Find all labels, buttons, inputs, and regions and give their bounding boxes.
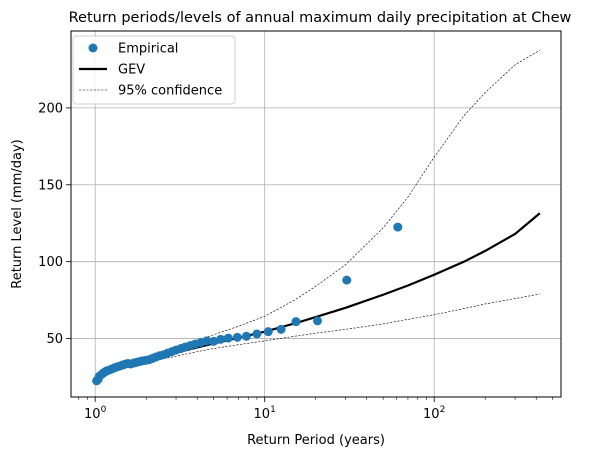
legend: Empirical GEV 95% confidence bbox=[73, 36, 235, 104]
chart-title: Return periods/levels of annual maximum … bbox=[69, 10, 572, 26]
empirical-point bbox=[242, 332, 251, 341]
y-tick-label: 50 bbox=[46, 332, 63, 347]
y-tick-label: 100 bbox=[38, 255, 63, 270]
empirical-point bbox=[233, 333, 242, 342]
chart: Return periods/levels of annual maximum … bbox=[0, 0, 613, 457]
legend-gev-label: GEV bbox=[118, 63, 145, 78]
empirical-point bbox=[342, 276, 351, 285]
empirical-point bbox=[313, 316, 322, 325]
y-axis-label: Return Level (mm/day) bbox=[10, 139, 25, 288]
empirical-point bbox=[393, 223, 402, 232]
empirical-point bbox=[291, 317, 300, 326]
chart-canvas: Return periods/levels of annual maximum … bbox=[0, 0, 613, 457]
x-axis-label: Return Period (years) bbox=[247, 433, 385, 448]
empirical-point bbox=[216, 335, 225, 344]
legend-empirical-marker bbox=[89, 44, 98, 53]
y-tick-label: 200 bbox=[38, 101, 63, 116]
empirical-point bbox=[252, 329, 261, 338]
legend-empirical-label: Empirical bbox=[118, 42, 178, 57]
empirical-point bbox=[277, 325, 286, 334]
empirical-point bbox=[224, 334, 233, 343]
legend-confidence-label: 95% confidence bbox=[118, 84, 222, 99]
empirical-point bbox=[264, 327, 273, 336]
y-tick-label: 150 bbox=[38, 178, 63, 193]
